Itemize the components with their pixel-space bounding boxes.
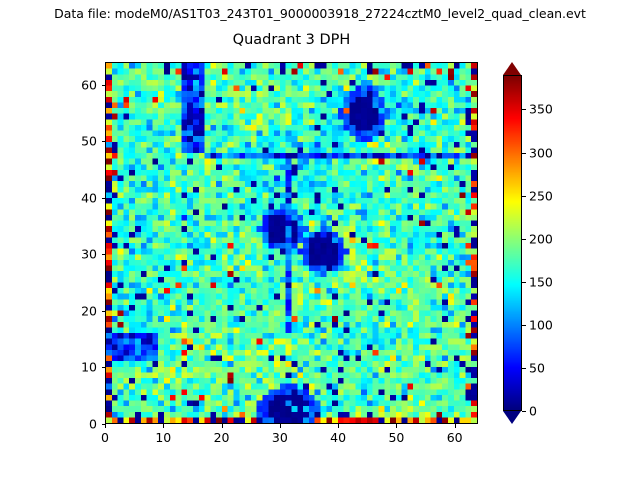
colorbar-tick-mark [522, 195, 526, 197]
x-tick-mark [163, 424, 165, 428]
colorbar-tick-mark [522, 109, 526, 111]
x-tick-label: 50 [388, 430, 405, 445]
y-tick-label: 50 [81, 133, 97, 149]
y-tick-mark [101, 197, 105, 199]
colorbar-tick-label: 100 [529, 317, 553, 333]
x-tick-mark [221, 424, 223, 428]
colorbar-tick-mark [522, 411, 526, 412]
x-tick-label: 60 [446, 430, 463, 445]
colorbar-under-arrow-icon [503, 411, 521, 424]
x-tick-mark [338, 424, 340, 428]
y-tick-label: 40 [81, 190, 97, 206]
y-tick-label: 0 [89, 416, 97, 432]
colorbar-tick-mark [522, 152, 526, 154]
colorbar-tick-label: 300 [529, 145, 553, 161]
colorbar-over-arrow-icon [503, 62, 521, 75]
y-tick-label: 10 [81, 359, 97, 375]
heatmap-axes [105, 62, 478, 424]
colorbar-tick-mark [522, 324, 526, 326]
colorbar-tick-label: 200 [529, 231, 553, 247]
y-tick-mark [101, 141, 105, 143]
data-file-label: Data file: modeM0/AS1T03_243T01_90000039… [54, 6, 586, 21]
plot-title: Quadrant 3 DPH [232, 32, 351, 48]
colorbar-tick-label: 50 [529, 360, 545, 376]
y-tick-mark [101, 310, 105, 312]
x-tick-mark [454, 424, 456, 428]
y-tick-label: 20 [81, 303, 97, 319]
x-tick-label: 10 [155, 430, 172, 445]
colorbar-tick-label: 350 [529, 101, 553, 117]
y-tick-label: 30 [81, 246, 97, 262]
x-tick-label: 20 [213, 430, 230, 445]
x-tick-label: 30 [271, 430, 288, 445]
colorbar-tick-mark [522, 238, 526, 240]
colorbar-tick-label: 150 [529, 274, 553, 290]
y-tick-label: 60 [81, 77, 97, 93]
y-tick-mark [101, 254, 105, 256]
colorbar-tick-mark [522, 367, 526, 369]
x-tick-mark [279, 424, 281, 428]
colorbar-gradient [504, 76, 521, 410]
x-tick-mark [105, 424, 106, 428]
colorbar: 0 50 100 150 200 250 300 350 [503, 62, 553, 424]
colorbar-tick-label: 250 [529, 188, 553, 204]
colorbar-tick-label: 0 [529, 403, 537, 419]
y-tick-mark [101, 424, 105, 425]
y-tick-mark [101, 84, 105, 86]
detector-heatmap-image [106, 63, 477, 423]
x-tick-mark [396, 424, 398, 428]
colorbar-tick-mark [522, 281, 526, 283]
x-tick-label: 40 [330, 430, 347, 445]
colorbar-body [503, 75, 522, 411]
y-tick-mark [101, 367, 105, 369]
x-tick-label: 0 [101, 430, 109, 445]
